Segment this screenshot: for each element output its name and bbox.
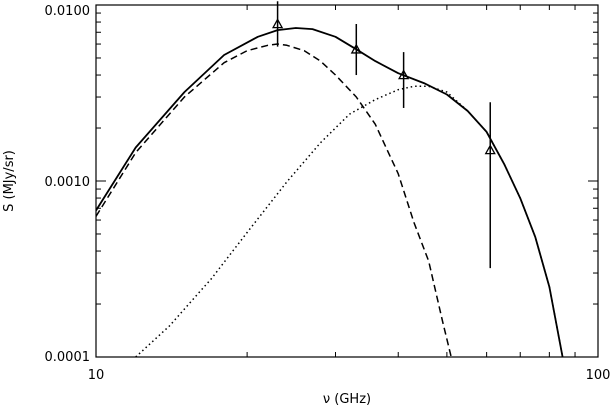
curve-dashed — [96, 43, 452, 357]
axis-ticks: 10 100 0.0001 0.0010 0.0100 — [45, 4, 611, 383]
data-points — [271, 1, 496, 269]
data-point-triangle — [398, 69, 410, 80]
data-point-triangle — [350, 43, 362, 54]
x-tick-label: 10 — [88, 368, 105, 383]
plot-frame — [95, 4, 599, 358]
model-curves — [96, 27, 564, 357]
curve-dotted — [135, 85, 564, 357]
y-axis-label: S (MJy/sr) — [2, 150, 17, 212]
y-tick-label: 0.0100 — [45, 4, 91, 19]
curve-solid — [96, 27, 564, 357]
x-tick-label: 100 — [586, 368, 611, 383]
y-tick-label: 0.0001 — [45, 350, 91, 365]
data-point-triangle — [484, 144, 496, 155]
x-axis-label: ν (GHz) — [323, 392, 371, 407]
data-point-triangle — [271, 18, 284, 29]
y-tick-label: 0.0010 — [45, 175, 91, 190]
